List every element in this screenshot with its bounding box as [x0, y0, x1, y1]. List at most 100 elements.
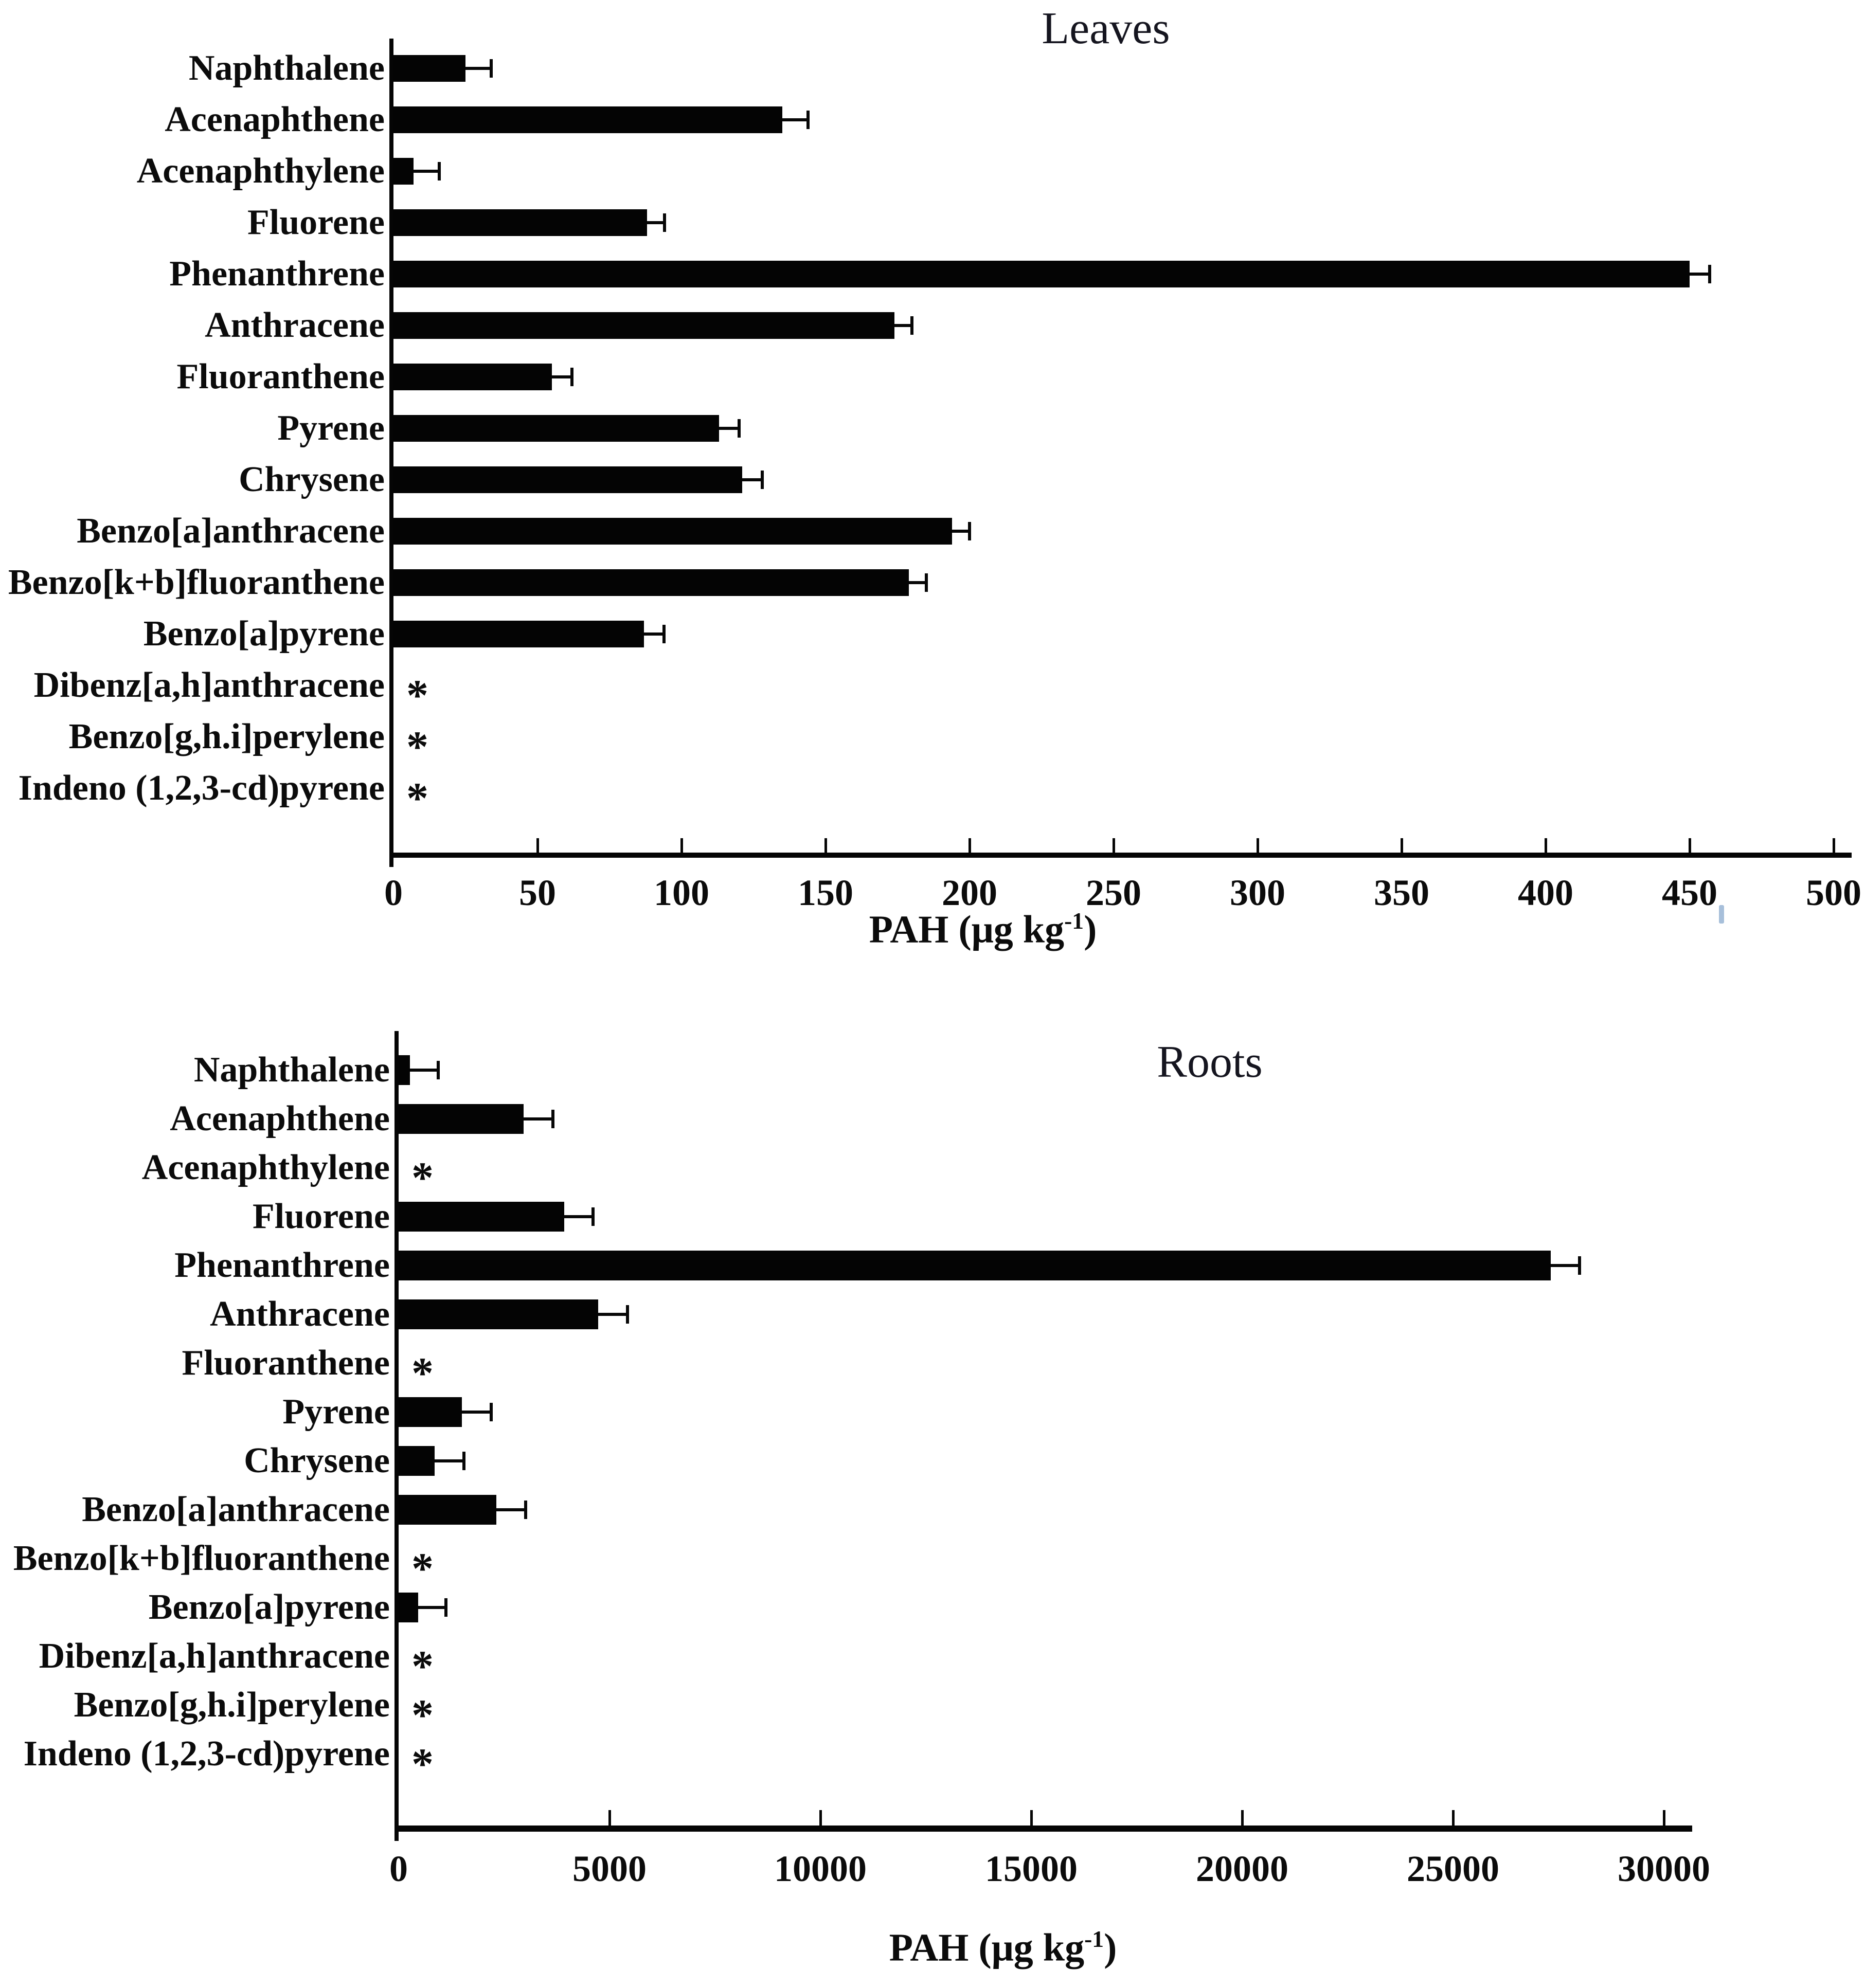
- leaves-bar-fluorene: [393, 209, 647, 236]
- roots-category-label-benzo-a-pyrene: Benzo[a]pyrene: [148, 1587, 390, 1627]
- roots-category-label-indeno-1-2-3-cd-pyrene: Indeno (1,2,3-cd)pyrene: [23, 1734, 390, 1774]
- leaves-error-cap-benzo-a-pyrene: [662, 625, 666, 643]
- roots-x-tick-label: 5000: [572, 1848, 647, 1889]
- roots-x-tick-label: 30000: [1618, 1848, 1710, 1889]
- leaves-error-cap-fluorene: [663, 213, 666, 232]
- roots-x-tick-label: 15000: [985, 1848, 1078, 1889]
- roots-category-label-dibenz-a-h-anthracene: Dibenz[a,h]anthracene: [39, 1636, 390, 1676]
- roots-x-axis-title-text: PAH (μg kg: [889, 1926, 1085, 1969]
- roots-chart-title: Roots: [1157, 1037, 1263, 1087]
- leaves-error-cap-benzo-k-b-fluoranthene: [925, 573, 928, 592]
- roots-x-axis-title: PAH (μg kg-1): [889, 1927, 1117, 1967]
- blue-smudge-artifact: [1719, 905, 1724, 924]
- leaves-error-bar-phenanthrene: [1690, 273, 1710, 276]
- leaves-x-tick-label: 200: [942, 872, 997, 913]
- roots-error-bar-chrysene: [435, 1459, 464, 1462]
- leaves-category-label-fluorene: Fluorene: [247, 203, 385, 242]
- roots-error-cap-benzo-a-anthracene: [524, 1501, 527, 1519]
- leaves-x-axis-title-sup: -1: [1064, 908, 1084, 934]
- roots-category-label-phenanthrene: Phenanthrene: [174, 1245, 390, 1285]
- roots-error-bar-phenanthrene: [1551, 1264, 1580, 1267]
- leaves-x-tick-label: 400: [1518, 872, 1573, 913]
- leaves-error-bar-pyrene: [719, 427, 739, 430]
- roots-error-bar-benzo-a-anthracene: [496, 1508, 526, 1511]
- leaves-bar-benzo-k-b-fluoranthene: [393, 569, 909, 596]
- roots-error-cap-acenaphthene: [551, 1110, 554, 1128]
- roots-category-label-benzo-g-h-i-perylene: Benzo[g,h.i]perylene: [74, 1685, 390, 1725]
- leaves-y-axis-line: [389, 39, 393, 867]
- leaves-x-tick: [1545, 838, 1547, 853]
- leaves-error-cap-acenaphthylene: [438, 162, 441, 180]
- leaves-x-tick-label: 450: [1662, 872, 1717, 913]
- leaves-bar-acenaphthylene: [393, 158, 414, 185]
- leaves-error-bar-benzo-a-pyrene: [644, 632, 664, 636]
- roots-x-tick: [1452, 1810, 1455, 1826]
- leaves-category-label-indeno-1-2-3-cd-pyrene: Indeno (1,2,3-cd)pyrene: [18, 768, 385, 808]
- leaves-category-label-fluoranthene: Fluoranthene: [176, 357, 385, 396]
- leaves-error-cap-naphthalene: [490, 59, 493, 78]
- leaves-error-bar-fluorene: [647, 221, 665, 224]
- roots-not-detected-marker-dibenz-a-h-anthracene: *: [411, 1641, 434, 1691]
- leaves-not-detected-marker-dibenz-a-h-anthracene: *: [406, 671, 428, 720]
- roots-y-axis-line: [394, 1031, 399, 1841]
- leaves-error-cap-anthracene: [910, 316, 913, 335]
- roots-error-bar-naphthalene: [410, 1069, 438, 1072]
- roots-x-axis-line: [394, 1826, 1692, 1832]
- roots-error-cap-phenanthrene: [1578, 1256, 1581, 1275]
- roots-bar-phenanthrene: [399, 1251, 1551, 1280]
- roots-x-tick: [1030, 1810, 1033, 1826]
- leaves-category-label-benzo-a-pyrene: Benzo[a]pyrene: [143, 614, 385, 654]
- roots-x-tick-label: 0: [389, 1848, 408, 1889]
- leaves-error-bar-benzo-k-b-fluoranthene: [909, 581, 926, 584]
- leaves-x-axis-title-text: PAH (μg kg: [869, 908, 1065, 951]
- roots-category-label-acenaphthylene: Acenaphthylene: [141, 1148, 390, 1187]
- leaves-chart-title: Leaves: [1042, 4, 1170, 53]
- leaves-x-axis-title: PAH (μg kg-1): [869, 909, 1097, 949]
- leaves-x-tick-label: 500: [1806, 872, 1861, 913]
- leaves-x-tick: [1401, 838, 1403, 853]
- leaves-bar-benzo-a-pyrene: [393, 621, 644, 647]
- roots-category-label-anthracene: Anthracene: [210, 1294, 390, 1334]
- roots-category-label-acenaphthene: Acenaphthene: [170, 1099, 390, 1138]
- leaves-x-axis-title-close: ): [1084, 908, 1097, 951]
- roots-error-cap-anthracene: [626, 1305, 629, 1324]
- roots-bar-benzo-a-anthracene: [399, 1495, 496, 1525]
- roots-x-tick: [819, 1810, 822, 1826]
- leaves-category-label-acenaphthene: Acenaphthene: [165, 100, 385, 139]
- leaves-category-label-naphthalene: Naphthalene: [188, 48, 385, 88]
- roots-not-detected-marker-acenaphthylene: *: [411, 1153, 434, 1202]
- leaves-bar-chrysene: [393, 466, 742, 493]
- roots-bar-anthracene: [399, 1299, 598, 1329]
- roots-error-cap-fluorene: [591, 1207, 595, 1226]
- leaves-error-bar-fluoranthene: [552, 375, 572, 378]
- leaves-x-tick-label: 50: [519, 872, 556, 913]
- roots-error-bar-benzo-a-pyrene: [418, 1606, 446, 1609]
- roots-bar-chrysene: [399, 1446, 435, 1476]
- roots-category-label-fluorene: Fluorene: [252, 1197, 390, 1236]
- roots-category-label-fluoranthene: Fluoranthene: [182, 1343, 390, 1383]
- leaves-category-label-chrysene: Chrysene: [239, 460, 385, 499]
- leaves-bar-anthracene: [393, 312, 894, 339]
- roots-x-axis-title-close: ): [1104, 1926, 1117, 1969]
- roots-not-detected-marker-indeno-1-2-3-cd-pyrene: *: [411, 1739, 434, 1788]
- roots-bar-naphthalene: [399, 1055, 410, 1085]
- leaves-x-axis-line: [389, 853, 1852, 858]
- roots-error-bar-acenaphthene: [524, 1117, 553, 1120]
- leaves-category-label-benzo-a-anthracene: Benzo[a]anthracene: [77, 511, 385, 551]
- roots-bar-pyrene: [399, 1397, 462, 1427]
- leaves-not-detected-marker-indeno-1-2-3-cd-pyrene: *: [406, 773, 428, 823]
- roots-x-tick: [1663, 1810, 1665, 1826]
- roots-error-bar-fluorene: [564, 1215, 593, 1218]
- roots-category-label-chrysene: Chrysene: [244, 1441, 390, 1480]
- roots-x-axis-title-sup: -1: [1084, 1926, 1104, 1952]
- leaves-error-cap-pyrene: [738, 419, 741, 438]
- roots-bar-fluorene: [399, 1202, 564, 1232]
- leaves-bar-pyrene: [393, 415, 719, 442]
- leaves-x-tick-label: 350: [1374, 872, 1429, 913]
- roots-error-cap-pyrene: [490, 1403, 493, 1421]
- leaves-x-tick-label: 100: [654, 872, 709, 913]
- leaves-error-cap-acenaphthene: [806, 111, 810, 129]
- leaves-error-bar-chrysene: [742, 478, 762, 481]
- leaves-x-tick-label: 0: [384, 872, 403, 913]
